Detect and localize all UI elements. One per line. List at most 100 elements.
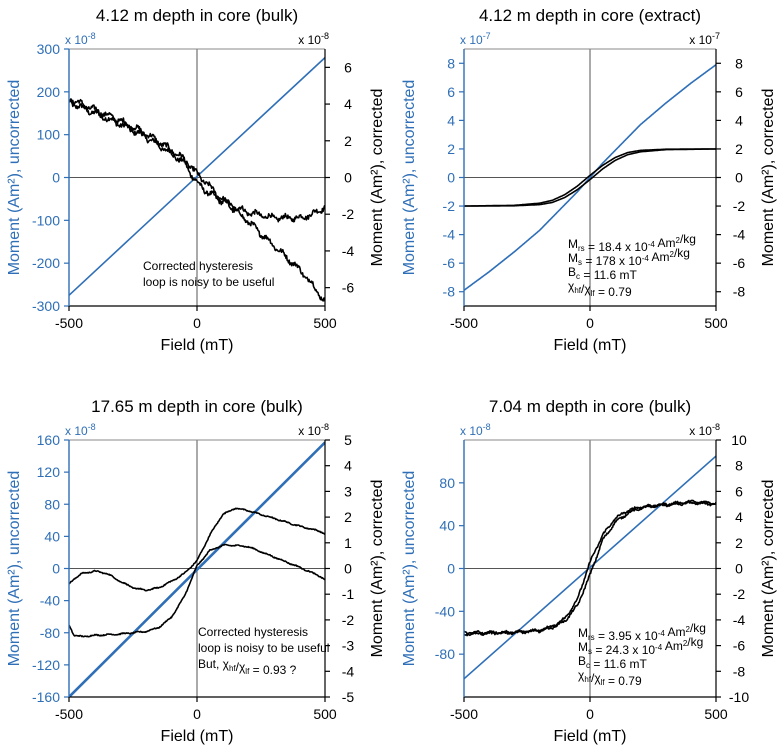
series-uncorrected — [69, 441, 325, 697]
right-tick-label: 4 — [735, 509, 743, 525]
series-uncorrected — [464, 64, 716, 291]
series-corrected-branch-1 — [69, 99, 325, 223]
right-tick-label: -2 — [733, 586, 746, 602]
right-tick-label: 2 — [735, 141, 743, 157]
left-tick-label: 200 — [37, 84, 61, 100]
annotation-line: But, χhf/χlf = 0.93 ? — [198, 657, 297, 677]
series-uncorrected — [464, 455, 716, 680]
x-axis-label: Field (mT) — [554, 728, 627, 745]
x-tick-label: -500 — [55, 315, 83, 331]
right-tick-label: -4 — [733, 612, 746, 628]
right-tick-label: -1 — [342, 586, 355, 602]
right-tick-label: 6 — [735, 84, 743, 100]
left-tick-label: 120 — [37, 464, 61, 480]
series-corrected-lower — [69, 543, 325, 638]
annotation-line: χhf/χlf = 0.79 — [568, 279, 632, 299]
left-tick-label: 40 — [44, 528, 60, 544]
series-uncorrected — [69, 57, 325, 296]
right-tick-label: 1 — [344, 535, 352, 551]
x-tick-label: 0 — [193, 706, 201, 722]
right-tick-label: 2 — [344, 133, 352, 149]
annotation-line: Bc = 11.6 mT — [568, 265, 637, 282]
left-tick-label: 6 — [447, 84, 455, 100]
annotation-line: Ms = 178 x 10-4 Am2/kg — [568, 246, 690, 268]
annotation-line: Mrs = 3.95 x 10-4 Am2/kg — [578, 621, 706, 643]
left-axis-multiplier: x 10-8 — [460, 422, 491, 438]
right-tick-label: 4 — [344, 458, 352, 474]
x-tick-label: -500 — [450, 706, 478, 722]
right-tick-label: 8 — [735, 55, 743, 71]
right-tick-label: -6 — [342, 280, 355, 296]
left-tick-label: -8 — [443, 284, 456, 300]
annotation-line: Corrected hysteresis — [198, 625, 308, 639]
x-tick-label: 500 — [313, 706, 337, 722]
right-axis-label: Moment (Am²), corrected — [369, 480, 386, 658]
annotation-line: Ms = 24.3 x 10-4 Am2/kg — [578, 635, 703, 657]
left-tick-label: -300 — [32, 298, 60, 314]
x-axis-label: Field (mT) — [161, 337, 234, 354]
left-axis-label: Moment (Am²), uncorrected — [6, 80, 23, 276]
x-axis-label: Field (mT) — [161, 728, 234, 745]
x-tick-label: 500 — [704, 315, 728, 331]
annotation-line: loop is noisy to be useful — [198, 641, 329, 655]
right-tick-label: -6 — [733, 638, 746, 654]
right-tick-label: -8 — [733, 284, 746, 300]
right-tick-label: 5 — [344, 432, 352, 448]
chart-title: 17.65 m depth in core (bulk) — [91, 397, 303, 416]
left-tick-label: 0 — [447, 170, 455, 186]
left-tick-label: -80 — [435, 646, 455, 662]
right-tick-label: -2 — [342, 612, 355, 628]
left-tick-label: 0 — [52, 561, 60, 577]
left-tick-label: 100 — [37, 127, 61, 143]
chart-panel-1: 4.12 m depth in core (bulk)x 10-8 x 10-8 -… — [6, 6, 386, 354]
x-tick-label: 0 — [586, 706, 594, 722]
x-tick-label: -500 — [450, 315, 478, 331]
right-tick-label: -4 — [733, 227, 746, 243]
series-corrected-branch-2 — [69, 98, 325, 302]
annotation-line: χhf/χlf = 0.79 — [578, 668, 642, 688]
right-tick-label: 10 — [731, 432, 747, 448]
left-tick-label: 0 — [52, 170, 60, 186]
right-tick-label: 0 — [735, 170, 743, 186]
left-tick-label: -160 — [32, 689, 60, 705]
right-tick-label: 2 — [735, 535, 743, 551]
chart-title: 4.12 m depth in core (bulk) — [96, 6, 298, 25]
left-axis-label: Moment (Am²), uncorrected — [401, 471, 418, 667]
right-axis-label: Moment (Am²), corrected — [369, 89, 386, 267]
right-tick-label: -6 — [733, 255, 746, 271]
x-tick-label: -500 — [55, 706, 83, 722]
right-tick-label: -5 — [342, 689, 355, 705]
left-tick-label: -80 — [40, 625, 60, 641]
x-tick-label: 0 — [193, 315, 201, 331]
right-axis-multiplier: x 10-8 — [689, 422, 720, 438]
right-axis-multiplier: x 10-7 — [689, 31, 720, 47]
left-tick-label: -40 — [435, 603, 455, 619]
left-tick-label: -120 — [32, 657, 60, 673]
left-axis-multiplier: x 10-8 — [65, 422, 96, 438]
right-tick-label: -4 — [342, 243, 355, 259]
left-tick-label: -40 — [40, 593, 60, 609]
left-tick-label: 300 — [37, 41, 61, 57]
x-tick-label: 500 — [704, 706, 728, 722]
series-corrected-upper — [69, 507, 325, 592]
left-tick-label: -2 — [443, 198, 456, 214]
left-tick-label: 2 — [447, 141, 455, 157]
chart-panel-2: 4.12 m depth in core (extract) x 10-7 x 10… — [401, 6, 777, 354]
right-tick-label: 0 — [344, 561, 352, 577]
series-corrected-branch-2 — [464, 148, 716, 207]
annotation-line: Bc = 11.6 mT — [578, 654, 647, 671]
right-tick-label: 6 — [735, 483, 743, 499]
left-tick-label: 40 — [439, 518, 455, 534]
right-tick-label: 3 — [344, 483, 352, 499]
right-tick-label: 0 — [735, 561, 743, 577]
right-tick-label: 0 — [344, 170, 352, 186]
x-axis-label: Field (mT) — [554, 337, 627, 354]
left-tick-label: 0 — [447, 561, 455, 577]
chart-title: 7.04 m depth in core (bulk) — [489, 397, 691, 416]
left-tick-label: -6 — [443, 255, 456, 271]
chart-panel-4: 7.04 m depth in core (bulk) x 10-8 x 10-8 -… — [401, 397, 777, 745]
right-tick-label: -2 — [733, 198, 746, 214]
x-tick-label: 0 — [586, 315, 594, 331]
series-corrected-branch-2 — [464, 500, 716, 637]
